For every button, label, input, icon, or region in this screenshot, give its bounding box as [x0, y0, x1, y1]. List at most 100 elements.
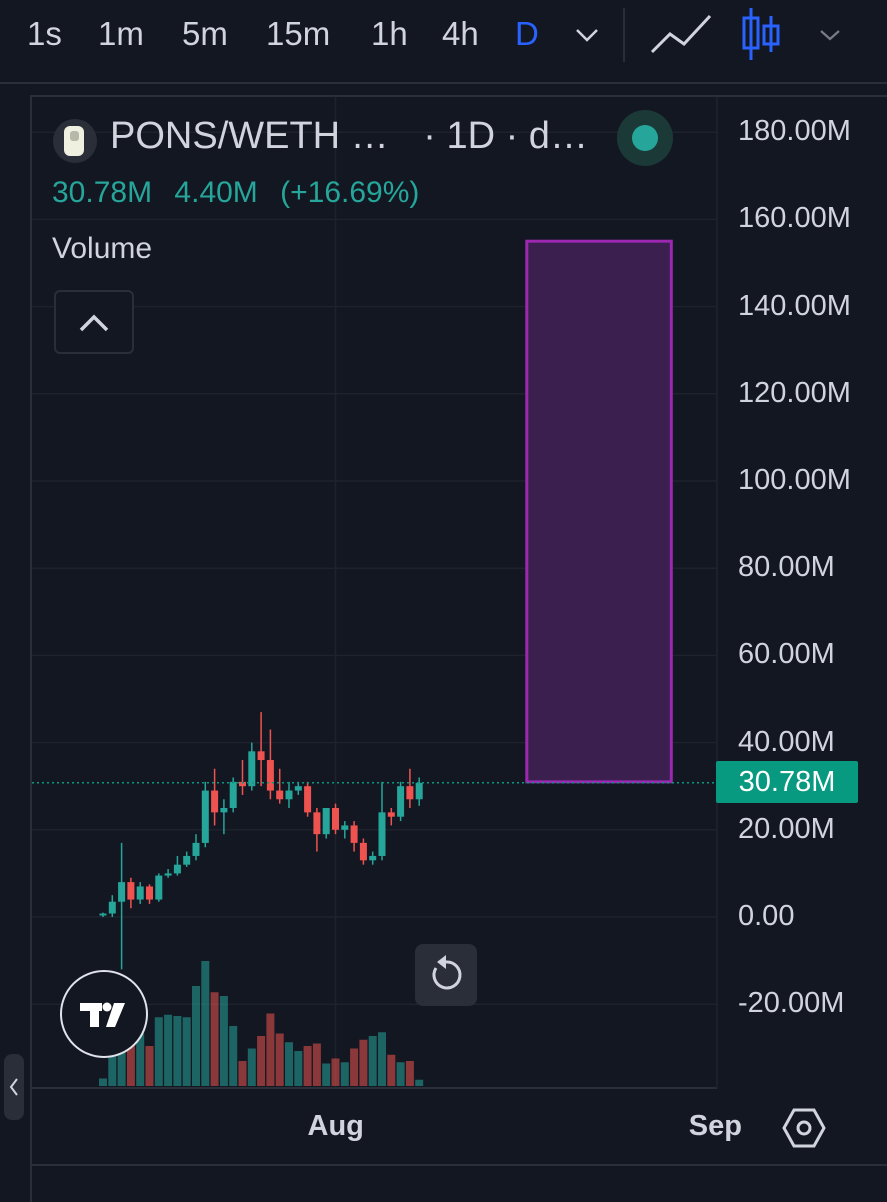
candle-body — [276, 790, 284, 800]
tradingview-logo-icon — [80, 1002, 125, 1027]
chevron-down-icon[interactable] — [574, 26, 600, 44]
chart-pane-frame — [30, 95, 887, 1202]
volume-bar — [275, 1033, 284, 1086]
candlestick-series — [99, 712, 423, 970]
volume-bar — [405, 1061, 414, 1086]
bottom-toolbar-divider — [30, 1164, 887, 1166]
candle-body — [183, 855, 191, 865]
candle-body — [118, 882, 126, 902]
timeframe-15m[interactable]: 15m — [266, 15, 331, 52]
candle-body — [248, 751, 256, 787]
price-axis-tick: -20.00M — [738, 987, 845, 1020]
candle-body — [285, 790, 293, 800]
volume-bar — [350, 1048, 359, 1086]
candle-body — [257, 751, 265, 761]
volume-bar — [387, 1054, 396, 1086]
reset-chart-button[interactable] — [415, 944, 477, 1006]
candle-body — [146, 886, 153, 900]
price-axis-tick: 140.00M — [738, 289, 851, 322]
volume-bar — [136, 1033, 145, 1086]
chevron-down-icon[interactable] — [818, 28, 842, 42]
last-value: 30.78M — [52, 176, 153, 209]
price-legend: 30.78M 4.40M (+16.69%) — [52, 176, 433, 210]
candle-body — [127, 882, 135, 900]
timeframe-4h[interactable]: 4h — [442, 15, 479, 52]
candle-body — [239, 781, 246, 787]
time-axis-label-aug: Aug — [307, 1110, 364, 1142]
symbol-title[interactable]: PONS/WETH … · 1D · d… — [110, 115, 588, 158]
candle-body — [192, 842, 200, 856]
price-axis-tick: 80.00M — [738, 551, 835, 584]
side-panel-collapse-handle[interactable] — [4, 1054, 24, 1120]
rectangle-drawing[interactable] — [525, 239, 673, 784]
price-axis-tick: 180.00M — [738, 115, 851, 148]
volume-bars — [99, 961, 424, 1086]
candle-body — [304, 786, 312, 813]
chevron-up-icon — [79, 314, 109, 332]
price-axis-tick: 100.00M — [738, 464, 851, 496]
line-chart-icon[interactable] — [650, 12, 712, 56]
candle-body — [322, 808, 330, 835]
candle-body — [294, 786, 302, 791]
candle-body — [108, 901, 116, 914]
volume-bar — [238, 1061, 247, 1086]
pons-logo-icon — [53, 119, 97, 163]
drawing-layer — [525, 239, 673, 784]
candle-body — [378, 812, 386, 856]
candle-body — [369, 855, 377, 861]
timeframe-d[interactable]: D — [515, 15, 539, 52]
last-price-label: 30.78M — [716, 761, 858, 803]
interval-label: · 1D · d… — [423, 115, 588, 157]
volume-bar — [210, 992, 219, 1086]
candle-body — [359, 842, 367, 861]
price-axis-tick: 160.00M — [738, 202, 851, 235]
change-percent: (+16.69%) — [280, 176, 420, 209]
price-axis-tick: 0.00 — [738, 900, 795, 932]
settings-icon[interactable] — [782, 1106, 826, 1150]
reset-icon — [432, 955, 462, 990]
tradingview-logo[interactable] — [60, 970, 148, 1058]
candle-body — [397, 786, 405, 817]
volume-bar — [396, 1062, 405, 1086]
volume-bar — [145, 1046, 154, 1086]
price-axis-tick: 40.00M — [738, 725, 835, 758]
timeframe-1h[interactable]: 1h — [371, 15, 408, 52]
volume-bar — [99, 1078, 107, 1086]
toolbar-divider — [623, 8, 625, 62]
volume-bar — [126, 1042, 135, 1086]
symbol-name: PONS/WETH … — [110, 115, 389, 157]
volume-bar — [285, 1042, 293, 1086]
volume-bar — [192, 986, 200, 1086]
volume-bar — [312, 1043, 321, 1086]
symbol-logo — [52, 118, 98, 169]
volume-bar — [257, 1036, 266, 1086]
volume-bar — [108, 1032, 117, 1086]
volume-bar — [359, 1039, 368, 1086]
timeframe-1s[interactable]: 1s — [27, 15, 62, 52]
candle-body — [387, 812, 395, 817]
timeframe-1m[interactable]: 1m — [98, 15, 144, 52]
volume-bar — [173, 1016, 182, 1086]
price-axis-tick: 60.00M — [738, 638, 835, 671]
timeframe-toolbar: 1s 1m 5m 15m 1h 4h D — [0, 0, 887, 84]
collapse-legend-button[interactable] — [54, 290, 134, 354]
volume-bar — [247, 1048, 256, 1086]
time-axis-label-sep: Sep — [688, 1110, 742, 1142]
candlestick-icon[interactable] — [740, 6, 782, 62]
price-axis-tick: 20.00M — [738, 812, 835, 845]
volume-bar — [322, 1063, 331, 1086]
volume-indicator-label[interactable]: Volume — [52, 232, 153, 265]
candle-body — [211, 790, 219, 813]
left-panel-strip — [0, 95, 18, 1200]
volume-bar — [331, 1058, 340, 1086]
volume-bar — [164, 1014, 173, 1086]
volume-bar — [154, 1017, 163, 1086]
chevron-left-icon — [9, 1078, 18, 1096]
volume-bar — [294, 1051, 303, 1086]
candle-body — [220, 808, 228, 813]
candle-body — [201, 790, 209, 843]
market-status-indicator[interactable] — [617, 110, 673, 166]
timeframe-5m[interactable]: 5m — [182, 15, 228, 52]
candle-body — [406, 786, 414, 800]
